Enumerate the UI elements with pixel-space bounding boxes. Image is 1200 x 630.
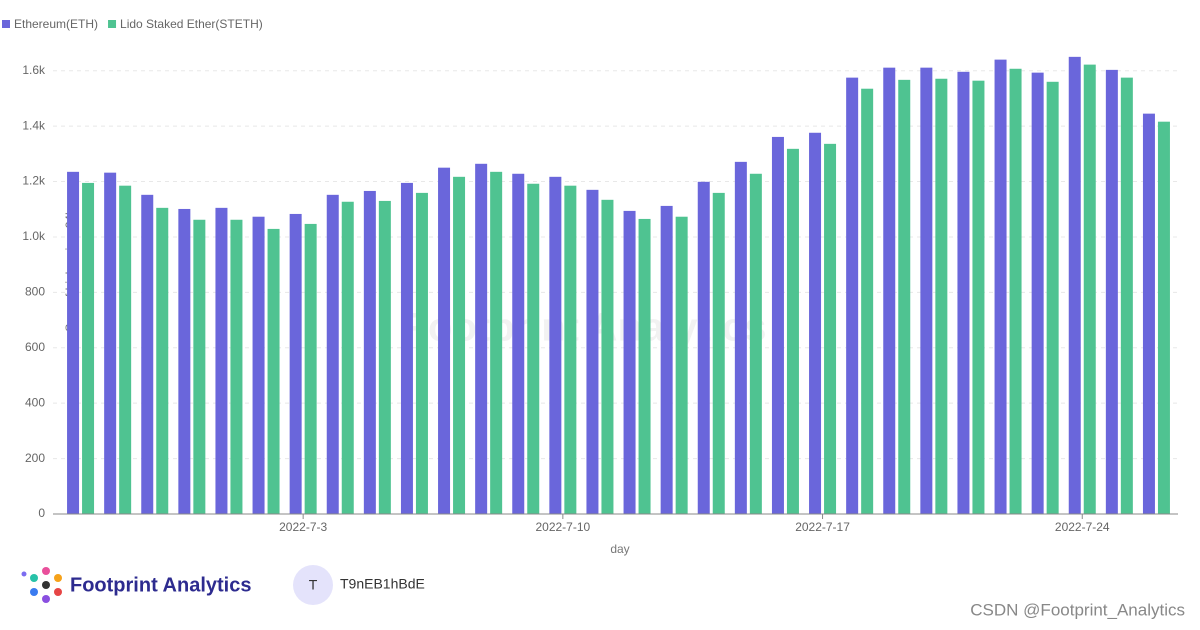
bar (861, 88, 874, 514)
y-tick-label: 0 (38, 506, 45, 520)
bar (749, 173, 762, 514)
bar (898, 79, 911, 515)
bar (230, 219, 243, 514)
bar (438, 167, 451, 515)
bar (252, 216, 265, 514)
footer-brand: Footprint Analytics (70, 574, 251, 596)
y-tick-label: 600 (25, 340, 45, 354)
bar (326, 194, 339, 514)
bar (341, 201, 354, 514)
bar (1068, 56, 1081, 515)
bar (156, 207, 169, 514)
y-tick-label: 200 (25, 451, 45, 465)
bar (363, 190, 376, 515)
bar (104, 172, 117, 515)
bar (846, 77, 859, 514)
y-tick-label: 800 (25, 285, 45, 299)
y-tick-label: 1.0k (22, 229, 46, 243)
credit: CSDN @Footprint_Analytics (970, 600, 1185, 619)
x-tick-label: 2022-7-24 (1055, 520, 1110, 534)
bar (935, 78, 948, 514)
bar (994, 59, 1007, 514)
bar (809, 132, 822, 514)
x-axis-label: day (610, 542, 629, 556)
bar (549, 176, 562, 515)
bar (586, 189, 599, 514)
bar (1009, 68, 1022, 514)
y-tick-label: 1.4k (22, 118, 46, 132)
bar (601, 199, 614, 514)
bar (1142, 113, 1155, 515)
bar (415, 192, 428, 514)
bar (734, 161, 747, 515)
bar (490, 171, 503, 515)
bar (623, 210, 636, 514)
bar (972, 80, 985, 515)
bar (378, 200, 391, 514)
bar (920, 67, 933, 514)
bar (957, 71, 970, 514)
bar (1083, 64, 1096, 514)
bar (675, 216, 688, 514)
y-tick-label: 400 (25, 395, 45, 409)
legend-swatch (2, 20, 10, 28)
bar (267, 228, 280, 514)
bar (564, 185, 577, 514)
bar (289, 213, 302, 514)
bar (215, 207, 228, 514)
avatar (293, 565, 333, 605)
bar (119, 185, 132, 514)
y-tick-label: 1.6k (22, 63, 46, 77)
bar (512, 173, 525, 514)
bar (771, 136, 784, 514)
bar (1105, 69, 1118, 515)
bar (193, 219, 206, 514)
bar (178, 208, 191, 514)
bar (1157, 121, 1170, 515)
y-tick-label: 1.2k (22, 174, 46, 188)
legend-swatch (108, 20, 117, 28)
bar (712, 192, 725, 514)
bar (527, 183, 540, 514)
bar (453, 176, 466, 515)
bar (786, 148, 799, 514)
bar (660, 205, 673, 514)
bar (824, 143, 837, 514)
x-tick-label: 2022-7-17 (795, 520, 850, 534)
bar (1031, 72, 1044, 514)
x-tick-label: 2022-7-10 (535, 520, 590, 534)
legend-label: Ethereum(ETH) (14, 17, 98, 31)
bar (1046, 81, 1059, 514)
bar (638, 218, 651, 514)
bar (475, 163, 488, 514)
avatar-letter: T (309, 577, 318, 593)
bar (697, 181, 710, 515)
bar (883, 67, 896, 514)
legend-label: Lido Staked Ether(STETH) (120, 17, 263, 31)
bar (67, 171, 80, 515)
footer-logo (21, 567, 62, 603)
bar (1120, 77, 1133, 514)
user-name: T9nEB1hBdE (340, 576, 425, 592)
bar (304, 223, 317, 514)
bar (400, 182, 413, 514)
bar (82, 182, 95, 514)
x-tick-label: 2022-7-3 (279, 520, 327, 534)
bar (141, 194, 154, 514)
